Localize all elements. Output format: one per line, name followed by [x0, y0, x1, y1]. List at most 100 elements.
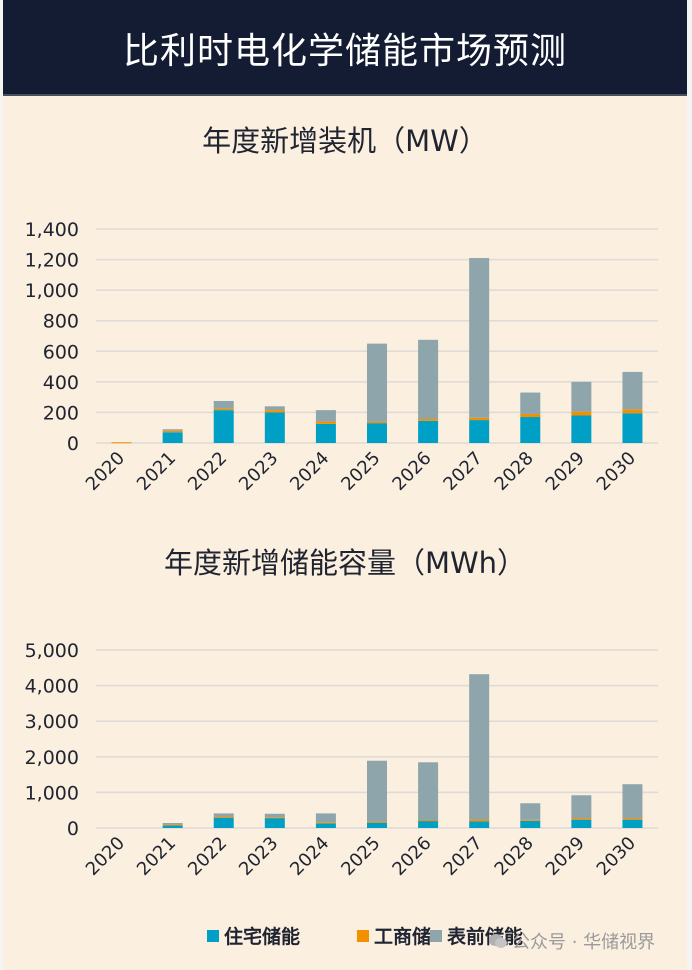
bar-front-of-meter	[264, 813, 285, 818]
watermark: 公众号 · 华储视界	[488, 928, 655, 954]
y-tick-label: 600	[43, 341, 79, 363]
x-tick-label: 2024	[286, 448, 333, 495]
bar-residential	[520, 417, 541, 443]
bar-front-of-meter	[315, 813, 336, 823]
bar-residential	[213, 817, 234, 828]
x-tick-label: 2027	[439, 448, 486, 495]
chart-legend: 住宅储能 工商储 表前储能	[0, 922, 692, 952]
y-tick-label: 200	[43, 402, 79, 424]
bar-front-of-meter	[622, 784, 643, 819]
bar-residential	[162, 825, 183, 828]
y-tick-label: 0	[67, 818, 79, 840]
y-tick-label: 1,400	[25, 219, 79, 241]
bar-front-of-meter	[418, 762, 439, 820]
y-tick-label: 5,000	[25, 640, 79, 662]
chart-installed-capacity: 0 200 400 600 800 1,000 1,200 1,400 2020 2021 2022…	[25, 219, 658, 495]
bar-residential	[571, 819, 592, 828]
bar-commercial	[418, 819, 439, 822]
bar-front-of-meter	[367, 760, 387, 822]
bar-commercial	[367, 821, 387, 823]
x-tick-label: 2022	[184, 833, 231, 880]
legend-item-residential: 住宅储能	[207, 922, 300, 949]
bar-residential	[571, 415, 592, 443]
bar-commercial	[264, 817, 285, 819]
bar-residential	[418, 821, 439, 828]
bar-front-of-meter	[162, 429, 183, 431]
bar-commercial	[571, 411, 592, 416]
bar-front-of-meter	[622, 371, 643, 410]
y-tick-label: 0	[67, 433, 79, 455]
bar-front-of-meter	[571, 381, 592, 412]
bar-residential	[622, 413, 643, 443]
bar-commercial	[622, 409, 643, 414]
bar-commercial	[162, 824, 183, 826]
bar-residential	[469, 821, 490, 828]
y-tick-label: 2,000	[25, 747, 79, 769]
bar-commercial	[571, 818, 592, 820]
legend-swatch-commercial	[357, 929, 369, 942]
bar-front-of-meter	[367, 343, 387, 422]
bar-front-of-meter	[469, 674, 490, 820]
bar-residential	[264, 818, 285, 828]
x-tick-label: 2026	[388, 833, 435, 880]
bar-residential	[315, 423, 336, 443]
x-tick-label: 2029	[542, 833, 589, 880]
bar-residential	[315, 823, 336, 828]
bar-residential	[264, 412, 285, 443]
bar-commercial	[315, 421, 336, 424]
bar-commercial	[520, 819, 541, 821]
bar-commercial	[367, 421, 387, 424]
x-tick-label: 2021	[133, 448, 180, 495]
x-tick-label: 2024	[286, 833, 333, 880]
y-tick-label: 3,000	[25, 711, 79, 733]
bar-residential	[162, 432, 183, 443]
bar-residential	[520, 820, 541, 828]
bar-commercial	[469, 819, 490, 822]
bar-residential	[367, 822, 387, 828]
legend-label-residential: 住宅储能	[224, 926, 301, 948]
bar-front-of-meter	[520, 803, 541, 820]
bar-commercial	[622, 818, 643, 820]
bar-residential	[418, 420, 439, 443]
chart-1-title: 年度新增装机（MW）	[202, 124, 488, 158]
bar-commercial	[315, 822, 336, 824]
x-tick-label: 2023	[235, 448, 282, 495]
x-tick-label: 2027	[439, 833, 486, 880]
bar-commercial	[213, 816, 234, 818]
bar-front-of-meter	[315, 410, 336, 422]
y-tick-label: 1,000	[25, 782, 79, 804]
y-tick-label: 4,000	[25, 676, 79, 698]
page-title: 比利时电化学储能市场预测	[122, 31, 567, 72]
bar-front-of-meter	[469, 258, 490, 418]
x-tick-label: 2022	[184, 448, 231, 495]
bar-residential	[622, 819, 643, 828]
x-tick-label: 2028	[491, 833, 538, 880]
x-tick-label: 2026	[388, 448, 435, 495]
x-tick-label: 2025	[337, 448, 384, 495]
header-banner: 比利时电化学储能市场预测	[3, 0, 687, 96]
infographic-panel: 比利时电化学储能市场预测 年度新增装机（MW） 年度新增储能容量（MWh）	[3, 0, 687, 970]
x-tick-label: 2020	[82, 833, 129, 880]
bar-residential	[469, 420, 490, 443]
bar-front-of-meter	[162, 823, 183, 825]
legend-swatch-residential	[207, 929, 219, 942]
bar-residential	[213, 410, 234, 443]
bar-front-of-meter	[213, 813, 234, 817]
legend-swatch-front-of-meter	[430, 929, 442, 942]
bar-commercial	[469, 417, 490, 421]
bar-front-of-meter	[213, 400, 234, 409]
wechat-icon	[489, 934, 507, 948]
x-tick-label: 2029	[542, 448, 589, 495]
y-tick-label: 1,000	[25, 280, 79, 302]
x-tick-label: 2023	[235, 833, 282, 880]
legend-label-commercial: 工商储	[374, 926, 432, 948]
bar-front-of-meter	[571, 795, 592, 819]
y-tick-label: 400	[43, 372, 79, 394]
bar-commercial	[111, 442, 132, 444]
bar-commercial	[418, 419, 439, 421]
bar-commercial	[520, 413, 541, 418]
x-tick-label: 2021	[133, 833, 180, 880]
y-tick-label: 1,200	[25, 250, 79, 272]
bar-front-of-meter	[264, 406, 285, 411]
